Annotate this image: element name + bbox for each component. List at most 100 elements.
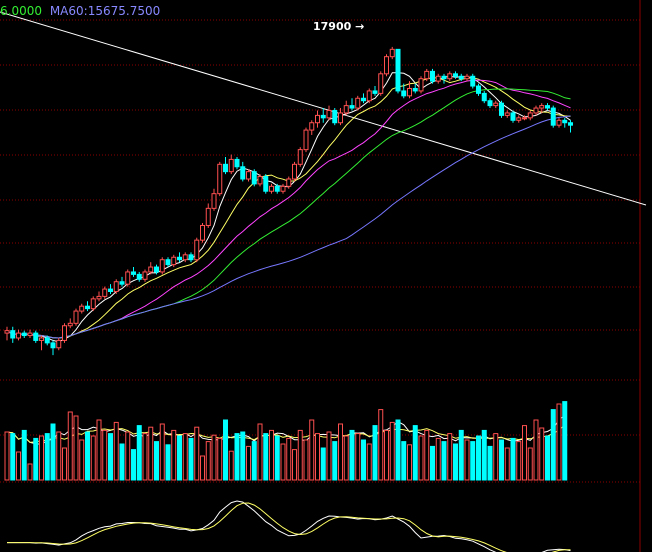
candle-down	[10, 330, 16, 339]
volume-bar-up	[366, 443, 372, 481]
candle-down	[119, 281, 125, 285]
volume-bar-up	[303, 439, 309, 481]
candle-down	[510, 112, 516, 121]
volume-bar-up	[171, 429, 177, 481]
volume-bar-up	[418, 435, 424, 481]
volume-bar-down	[154, 441, 159, 481]
volume-bar-up	[205, 441, 211, 481]
volume-bar-down	[562, 401, 568, 481]
candle-up	[159, 259, 165, 273]
candle-up	[533, 107, 539, 114]
candle-down	[481, 92, 487, 102]
candle-up	[27, 332, 33, 337]
volume-bar-down	[332, 441, 338, 481]
candle-down	[458, 75, 464, 80]
volume-bar-up	[389, 421, 395, 481]
candle-up	[96, 295, 102, 300]
volume-bar-up	[309, 419, 315, 481]
volume-bar-up	[464, 439, 470, 481]
volume-bar-up	[280, 443, 286, 481]
candle-up	[280, 185, 286, 192]
candle-up	[297, 149, 303, 165]
candle-up	[39, 337, 44, 341]
candle-up	[56, 339, 62, 349]
volume-bar-up	[378, 409, 384, 481]
candle-down	[223, 163, 228, 173]
candle-down	[372, 90, 378, 94]
candle-down	[545, 105, 550, 109]
candle-up	[16, 332, 21, 339]
volume-bar-up	[62, 447, 67, 481]
candle-up	[435, 75, 441, 82]
candle-down	[395, 48, 401, 92]
candle-down	[136, 273, 142, 280]
volume-bar-up	[16, 451, 21, 481]
candle-down	[470, 75, 476, 87]
candle-up	[556, 119, 562, 126]
volume-bar-up	[493, 433, 499, 481]
candle-down	[412, 87, 418, 92]
candle-down	[251, 171, 257, 185]
candle-up	[79, 305, 85, 312]
candle-up	[418, 78, 424, 92]
volume-bar-up	[516, 441, 522, 481]
volume-bar-up	[56, 431, 62, 481]
volume-bar-up	[73, 415, 79, 481]
volume-bar-up	[4, 431, 10, 481]
volume-bar-up	[113, 421, 119, 481]
volume-bar-up	[355, 433, 361, 481]
candle-down	[401, 90, 407, 97]
oscillator-fast-line	[7, 500, 571, 552]
volume-bar-up	[79, 439, 85, 481]
volume-bar-down	[401, 441, 407, 481]
candle-down	[50, 342, 56, 349]
candle-up	[286, 178, 292, 187]
volume-bar-up	[527, 447, 533, 481]
volume-bar-up	[424, 429, 430, 481]
candle-down	[332, 110, 338, 124]
candle-up	[493, 102, 499, 107]
candle-up	[67, 322, 73, 327]
candle-down	[85, 305, 90, 310]
volume-bar-up	[200, 455, 205, 481]
volume-bar-up	[194, 426, 200, 481]
peak-arrow: →	[355, 20, 365, 33]
candle-up	[211, 193, 217, 209]
volume-bar-up	[269, 429, 274, 481]
candle-up	[338, 112, 343, 124]
candle-up	[217, 163, 223, 195]
candle-down	[177, 256, 182, 261]
ma60-label: MA60:15675.7500	[49, 4, 161, 18]
candle-up	[504, 112, 510, 116]
volume-bar-down	[44, 433, 50, 481]
volume-bar-down	[372, 425, 378, 481]
volume-bar-down	[458, 429, 464, 481]
volume-bar-down	[545, 435, 550, 481]
volume-bar-up	[504, 447, 510, 481]
volume-ma-lines	[6, 415, 566, 445]
candle-down	[349, 105, 355, 109]
candle-up	[228, 158, 234, 173]
candle-down	[550, 107, 556, 126]
candle-up	[326, 110, 332, 119]
volume-bar-down	[188, 437, 194, 481]
grid-lines	[0, 19, 640, 483]
candle-up	[194, 239, 200, 261]
candle-up	[464, 75, 470, 80]
candle-up	[384, 56, 389, 75]
candle-down	[274, 185, 280, 192]
volume-bar-up	[556, 403, 562, 481]
volume-bar-down	[136, 425, 142, 481]
ma60-line	[6, 115, 571, 339]
volume-bar-up	[246, 445, 251, 481]
volume-bar-up	[125, 431, 131, 481]
candle-up	[292, 163, 297, 180]
candle-up	[205, 207, 211, 226]
peak-annotation: 17900 →	[313, 20, 364, 33]
candle-up	[516, 117, 522, 121]
candle-down	[320, 114, 326, 119]
candle-up	[171, 256, 177, 266]
volume-bar-down	[470, 441, 476, 481]
candle-down	[234, 158, 240, 168]
candle-up	[148, 266, 154, 273]
